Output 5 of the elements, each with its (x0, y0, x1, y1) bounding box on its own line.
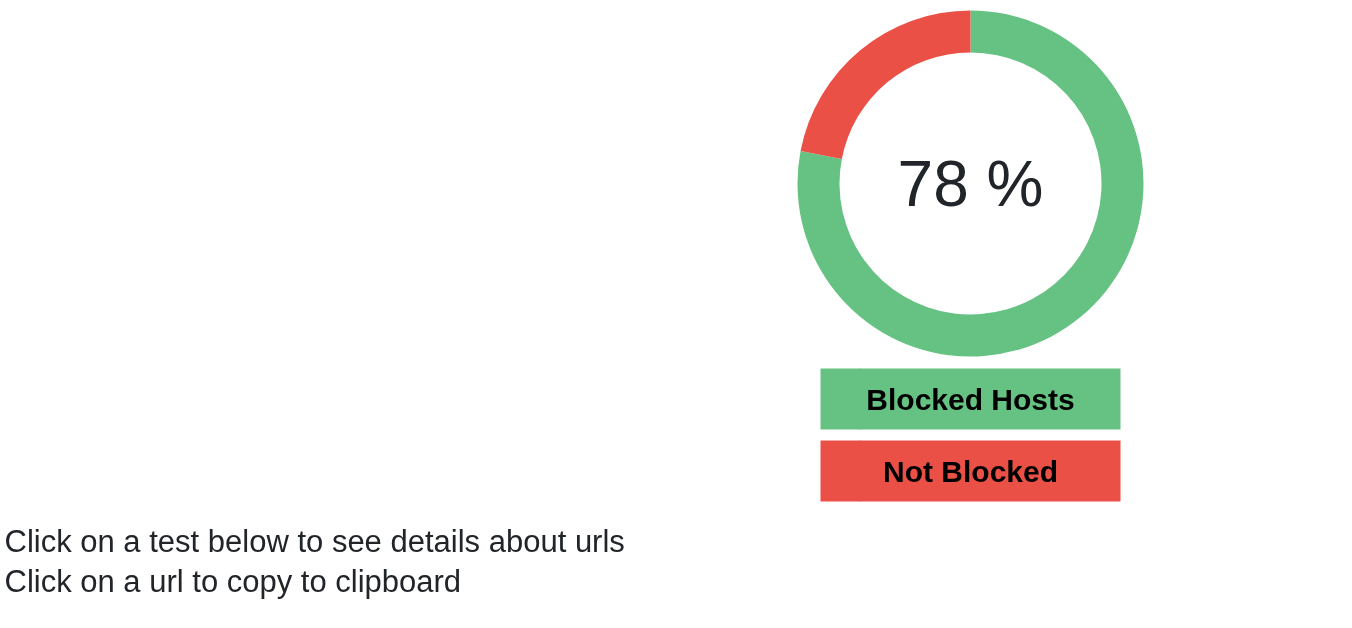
text: Click on a test below to see details about urls (4, 524, 625, 559)
legend-label: Blocked Hosts (866, 382, 1075, 416)
text: Click on a url to copy to clipboard (4, 564, 462, 599)
legend-label: Not Blocked (882, 454, 1059, 488)
text: 78 % (897, 147, 1044, 220)
